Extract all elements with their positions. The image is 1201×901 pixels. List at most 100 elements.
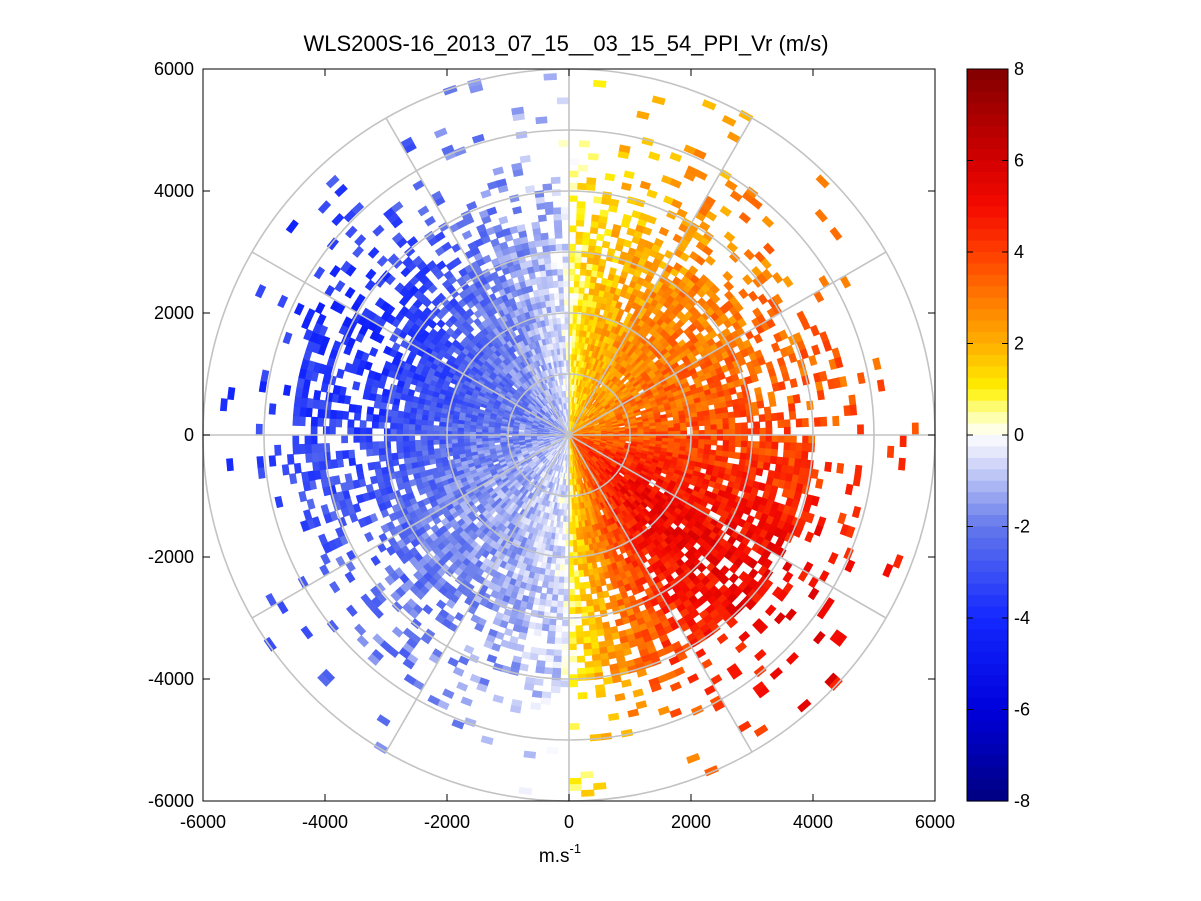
velocity-cell bbox=[312, 460, 320, 472]
velocity-cell bbox=[721, 114, 737, 127]
velocity-cell bbox=[367, 462, 376, 471]
velocity-cell bbox=[552, 655, 562, 663]
velocity-cell bbox=[735, 434, 742, 442]
velocity-cell bbox=[408, 440, 416, 447]
velocity-cell bbox=[607, 651, 617, 660]
velocity-cell bbox=[697, 420, 706, 427]
velocity-cell bbox=[402, 434, 410, 442]
velocity-cell bbox=[572, 552, 578, 560]
velocity-cell bbox=[704, 439, 712, 446]
velocity-cell bbox=[685, 421, 693, 428]
velocity-cell bbox=[843, 405, 852, 417]
velocity-cell bbox=[433, 448, 441, 455]
velocity-cell bbox=[575, 219, 585, 227]
velocity-cell bbox=[770, 412, 779, 422]
velocity-cell bbox=[646, 215, 657, 225]
velocity-cell bbox=[727, 411, 735, 419]
velocity-cell bbox=[577, 164, 589, 172]
velocity-cell bbox=[547, 630, 556, 638]
velocity-cell bbox=[852, 474, 862, 487]
velocity-cell bbox=[710, 424, 718, 431]
velocity-cell bbox=[341, 450, 350, 460]
velocity-cell bbox=[550, 600, 558, 608]
velocity-cell bbox=[348, 457, 357, 467]
velocity-cell bbox=[577, 557, 583, 565]
velocity-cell bbox=[541, 580, 549, 589]
velocity-cell bbox=[457, 442, 465, 448]
velocity-cell bbox=[568, 643, 577, 651]
velocity-cell bbox=[722, 417, 730, 425]
velocity-cell bbox=[578, 582, 586, 590]
velocity-cell bbox=[792, 394, 801, 404]
velocity-cell bbox=[596, 233, 605, 242]
velocity-cell bbox=[383, 440, 392, 449]
velocity-cell bbox=[557, 588, 564, 596]
velocity-cell bbox=[593, 782, 607, 791]
velocity-cell bbox=[568, 680, 579, 688]
velocity-cell bbox=[396, 434, 403, 442]
velocity-cell bbox=[756, 400, 765, 409]
velocity-cell bbox=[573, 286, 580, 294]
velocity-cell bbox=[854, 464, 863, 477]
velocity-cell bbox=[568, 262, 576, 269]
velocity-cell bbox=[356, 470, 365, 481]
velocity-cell bbox=[728, 428, 736, 436]
velocity-cell bbox=[794, 450, 803, 460]
velocity-cell bbox=[365, 441, 373, 450]
velocity-cell bbox=[323, 451, 331, 462]
velocity-cell bbox=[563, 588, 570, 596]
velocity-cell bbox=[469, 437, 477, 443]
velocity-cell bbox=[530, 702, 542, 711]
velocity-cell bbox=[551, 588, 559, 596]
velocity-cell bbox=[701, 99, 717, 111]
velocity-cell bbox=[584, 581, 591, 589]
velocity-cell bbox=[648, 151, 661, 161]
velocity-cell bbox=[408, 445, 416, 453]
velocity-cell bbox=[580, 771, 594, 779]
velocity-cell bbox=[274, 444, 282, 456]
velocity-cell bbox=[585, 673, 596, 681]
velocity-cell bbox=[698, 439, 706, 445]
velocity-cell bbox=[577, 673, 587, 682]
velocity-cell bbox=[728, 434, 736, 442]
velocity-cell bbox=[599, 209, 609, 218]
velocity-cell bbox=[568, 268, 576, 276]
velocity-cell bbox=[551, 594, 559, 602]
velocity-cell bbox=[559, 680, 570, 688]
velocity-cell bbox=[623, 170, 635, 180]
velocity-cell bbox=[899, 434, 907, 448]
velocity-cell bbox=[304, 434, 312, 445]
velocity-cell bbox=[560, 655, 570, 663]
velocity-cell bbox=[552, 582, 560, 590]
velocity-cell bbox=[716, 418, 724, 426]
velocity-cell bbox=[680, 438, 688, 444]
velocity-cell bbox=[806, 459, 814, 470]
velocity-cell bbox=[762, 462, 771, 471]
chart-title: WLS200S-16_2013_07_15__03_15_54_PPI_Vr (… bbox=[303, 31, 828, 56]
velocity-cell bbox=[832, 415, 840, 427]
velocity-cell bbox=[777, 434, 785, 443]
velocity-cell bbox=[562, 613, 570, 621]
velocity-cell bbox=[444, 438, 452, 444]
velocity-cell bbox=[226, 458, 234, 472]
velocity-cell bbox=[758, 447, 766, 456]
velocity-cell bbox=[359, 441, 367, 450]
velocity-cell bbox=[320, 477, 329, 488]
velocity-cell bbox=[759, 441, 767, 450]
velocity-cell bbox=[548, 618, 557, 626]
velocity-cell bbox=[584, 667, 595, 675]
velocity-cell bbox=[414, 439, 422, 447]
velocity-cell bbox=[739, 409, 748, 418]
velocity-cell bbox=[568, 158, 579, 166]
velocity-cell bbox=[741, 434, 749, 442]
velocity-cell bbox=[587, 617, 596, 626]
velocity-cell bbox=[450, 438, 458, 444]
velocity-cell bbox=[669, 178, 682, 189]
velocity-cell bbox=[562, 607, 570, 615]
velocity-cell bbox=[581, 789, 595, 797]
velocity-cell bbox=[561, 619, 570, 627]
velocity-cell bbox=[445, 442, 453, 449]
velocity-cell bbox=[740, 440, 748, 448]
velocity-cell bbox=[710, 439, 718, 446]
velocity-cell bbox=[549, 606, 558, 614]
